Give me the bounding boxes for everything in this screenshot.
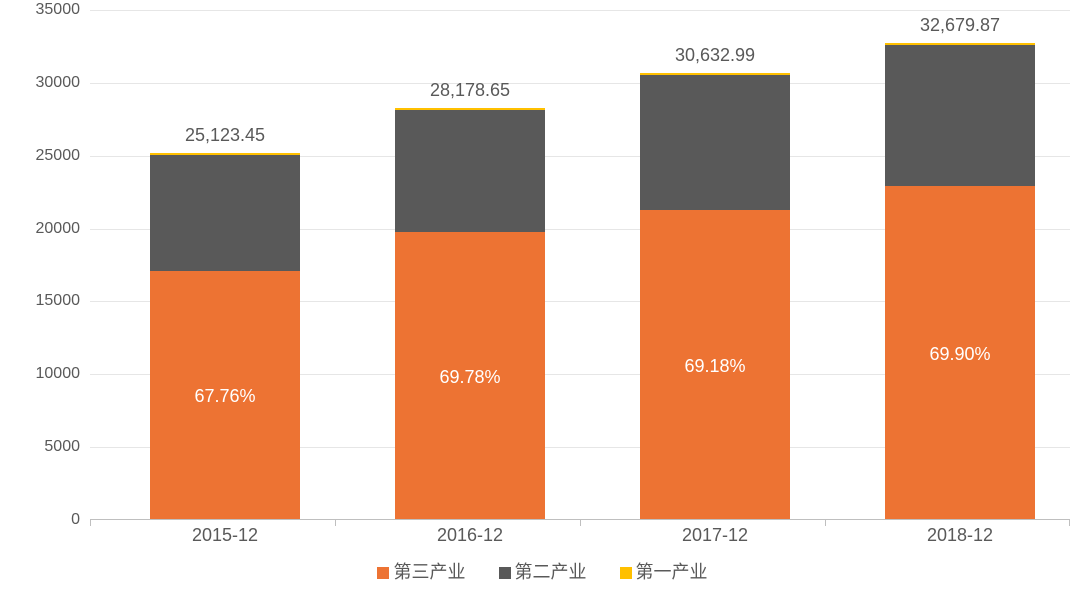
- bar-segment-secondary: [395, 110, 545, 232]
- xtick-label: 2015-12: [150, 525, 300, 546]
- ytick-label: 30000: [0, 74, 80, 92]
- x-tick-mark: [90, 520, 91, 526]
- bar-group: 25,123.45 67.76%: [150, 153, 300, 519]
- bar-pct-label: 69.18%: [640, 356, 790, 377]
- xtick-label: 2017-12: [640, 525, 790, 546]
- ytick-label: 0: [0, 511, 80, 529]
- ytick-label: 15000: [0, 292, 80, 310]
- ytick-label: 20000: [0, 220, 80, 238]
- bar-group: 28,178.65 69.78%: [395, 108, 545, 519]
- legend: 第三产业 第二产业 第一产业: [0, 558, 1085, 584]
- x-tick-mark: [1069, 520, 1070, 526]
- ytick-label: 5000: [0, 438, 80, 456]
- bar-segment-secondary: [885, 45, 1035, 187]
- bar-segment-primary: [885, 43, 1035, 45]
- bar-segment-primary: [640, 73, 790, 75]
- bar-group: 32,679.87 69.90%: [885, 43, 1035, 519]
- legend-item: 第一产业: [620, 558, 708, 584]
- bar-segment-primary: [150, 153, 300, 155]
- legend-label: 第三产业: [393, 562, 465, 582]
- stacked-bar-chart: 0 5000 10000 15000 20000 25000 30000 350…: [0, 0, 1085, 590]
- x-tick-mark: [825, 520, 826, 526]
- bar-total-label: 32,679.87: [860, 15, 1060, 36]
- x-tick-mark: [580, 520, 581, 526]
- xtick-label: 2018-12: [885, 525, 1035, 546]
- bar-total-label: 28,178.65: [370, 80, 570, 101]
- x-tick-mark: [335, 520, 336, 526]
- legend-swatch: [620, 567, 632, 579]
- bar-pct-label: 69.78%: [395, 367, 545, 388]
- bar-pct-label: 69.90%: [885, 344, 1035, 365]
- legend-item: 第三产业: [377, 558, 465, 584]
- legend-swatch: [377, 567, 389, 579]
- bar-segment-secondary: [640, 75, 790, 211]
- bar-total-label: 25,123.45: [125, 125, 325, 146]
- bar-segment-secondary: [150, 155, 300, 271]
- bar-pct-label: 67.76%: [150, 386, 300, 407]
- ytick-label: 10000: [0, 365, 80, 383]
- legend-label: 第一产业: [636, 562, 708, 582]
- bar-group: 30,632.99 69.18%: [640, 73, 790, 519]
- ytick-label: 25000: [0, 147, 80, 165]
- ytick-label: 35000: [0, 1, 80, 19]
- bar-segment-primary: [395, 108, 545, 110]
- legend-item: 第二产业: [499, 558, 587, 584]
- gridline: [90, 10, 1070, 11]
- bar-total-label: 30,632.99: [615, 45, 815, 66]
- legend-swatch: [499, 567, 511, 579]
- xtick-label: 2016-12: [395, 525, 545, 546]
- legend-label: 第二产业: [515, 562, 587, 582]
- plot-area: 25,123.45 67.76% 28,178.65 69.78% 30,632…: [90, 10, 1070, 520]
